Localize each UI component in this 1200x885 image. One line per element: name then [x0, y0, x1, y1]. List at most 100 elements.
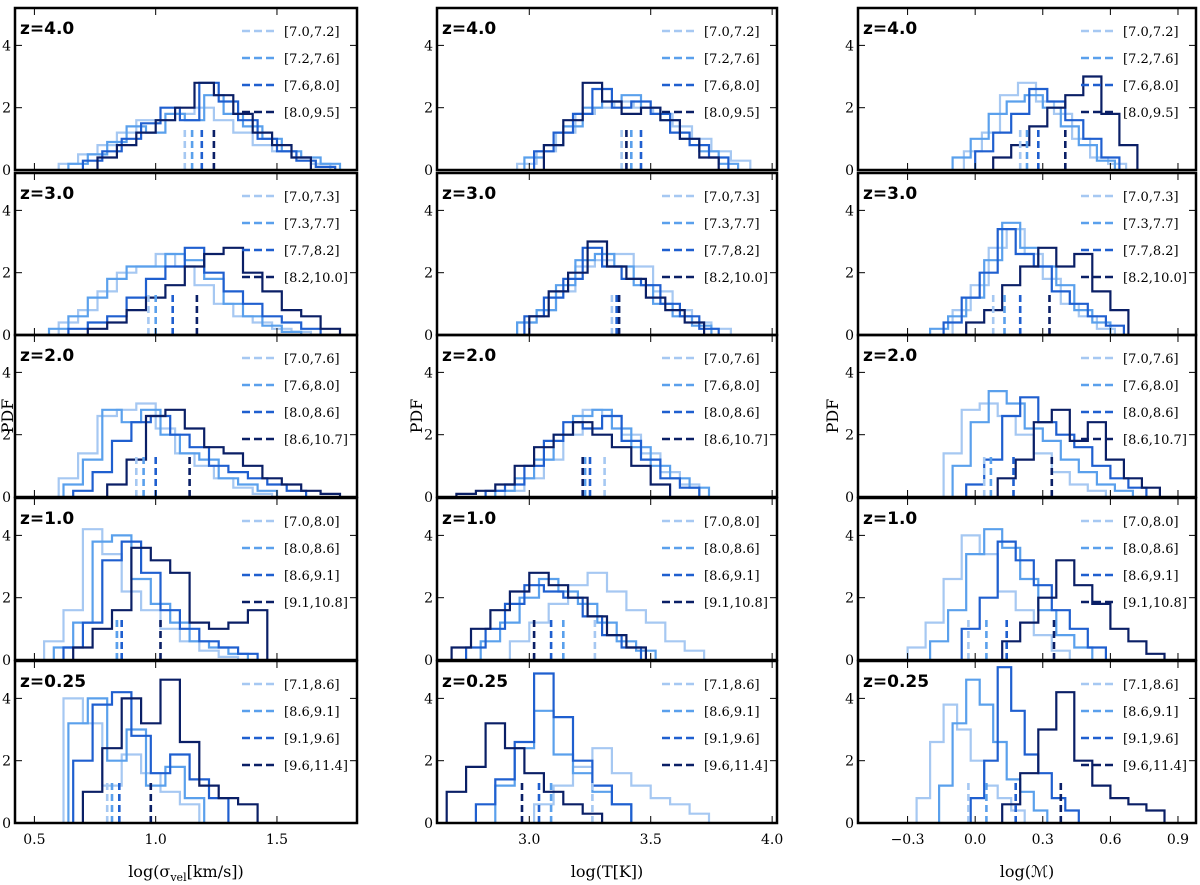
- legend-label: [7.0,7.3]: [1123, 190, 1179, 205]
- y-tick-label: 4: [2, 365, 11, 381]
- legend-label: [9.1,9.6]: [284, 732, 340, 747]
- y-axis-label: PDF: [0, 399, 17, 434]
- histogram-series-0: [942, 402, 1107, 497]
- panel-1-4: [7.1,8.6] [8.6,9.1] [9.1,9.6] [9.6,11.4] z=0…: [424, 659, 779, 832]
- y-tick-label: 2: [2, 754, 11, 770]
- histogram-series-0: [906, 534, 1071, 660]
- histogram-series-0: [43, 528, 240, 660]
- legend-label: [7.3,7.7]: [704, 217, 760, 232]
- legend-label: [8.6,10.7]: [284, 433, 348, 448]
- redshift-label: z=2.0: [442, 346, 496, 366]
- y-axis-label: PDF: [407, 399, 426, 434]
- histogram-group: [915, 666, 1166, 823]
- y-tick-label: 2: [2, 428, 11, 444]
- panel-frame: [435, 659, 779, 825]
- histogram-group: [43, 528, 269, 660]
- y-tick-label: 2: [424, 101, 433, 117]
- y-tick-label: 0: [2, 490, 11, 506]
- redshift-label: z=3.0: [442, 184, 496, 204]
- histogram-series-3: [106, 408, 342, 497]
- histogram-group: [62, 678, 259, 823]
- redshift-label: z=2.0: [20, 346, 74, 366]
- legend-label: [9.1,9.6]: [704, 732, 760, 747]
- histogram-series-2: [969, 666, 1080, 823]
- legend-label: [7.0,8.0]: [1123, 515, 1179, 530]
- x-axis-label: log(σvel[km/s]): [128, 862, 244, 884]
- histogram-series-2: [72, 691, 230, 823]
- x-axis-label: log(T[K]): [571, 862, 644, 881]
- histogram-series-3: [96, 81, 312, 170]
- legend-label: [7.0,7.2]: [1123, 25, 1179, 40]
- x-tick-label: 1.0: [145, 832, 167, 848]
- y-tick-label: 2: [424, 266, 433, 282]
- histogram-series-0: [915, 703, 1026, 823]
- histogram-series-3: [445, 722, 604, 823]
- y-tick-label: 0: [845, 816, 854, 832]
- redshift-label: z=3.0: [20, 184, 74, 204]
- redshift-label: z=0.25: [442, 672, 508, 692]
- x-tick-label: 0.6: [1099, 832, 1121, 848]
- y-tick-label: 4: [845, 691, 854, 707]
- legend-label: [8.6,9.1]: [704, 569, 760, 584]
- histogram-series-1: [951, 390, 1134, 497]
- redshift-label: z=4.0: [442, 19, 496, 39]
- y-tick-label: 4: [2, 691, 11, 707]
- panel-frame: [856, 6, 1198, 172]
- histogram-series-3: [450, 571, 647, 660]
- legend-label: [7.6,8.0]: [704, 379, 760, 394]
- y-tick-label: 2: [2, 101, 11, 117]
- redshift-label: z=4.0: [20, 19, 74, 39]
- histogram-series-1: [67, 697, 206, 823]
- legend-label: [8.0,8.6]: [284, 542, 340, 557]
- histogram-series-2: [67, 246, 322, 335]
- redshift-label: z=1.0: [863, 509, 917, 529]
- redshift-label: z=0.25: [863, 672, 929, 692]
- legend-label: [7.0,7.2]: [284, 25, 340, 40]
- legend-label: [7.2,7.6]: [1123, 52, 1179, 67]
- x-tick-label: 4.0: [761, 832, 783, 848]
- legend-label: [7.6,8.0]: [284, 79, 340, 94]
- histogram-series-3: [455, 421, 672, 497]
- legend-label: [9.6,11.4]: [284, 759, 348, 774]
- y-tick-label: 2: [845, 428, 854, 444]
- histogram-series-3: [81, 678, 259, 823]
- y-tick-label: 0: [845, 490, 854, 506]
- histogram-series-0: [516, 100, 752, 170]
- panel-0-0: [7.0,7.2] [7.2,7.6] [7.6,8.0] [8.0,9.5] z=4.…: [2, 6, 359, 179]
- legend-label: [7.1,8.6]: [704, 678, 760, 693]
- y-tick-label: 0: [424, 490, 433, 506]
- legend-label: [8.2,10.0]: [284, 271, 348, 286]
- y-tick-label: 2: [2, 266, 11, 282]
- y-tick-label: 2: [424, 591, 433, 607]
- panel-0-4: [7.1,8.6] [8.6,9.1] [9.1,9.6] [9.6,11.4] z=0…: [2, 659, 359, 832]
- legend-label: [8.0,8.6]: [1123, 542, 1179, 557]
- y-tick-label: 2: [424, 754, 433, 770]
- histogram-series-2: [960, 540, 1107, 660]
- legend-label: [8.6,9.1]: [1123, 569, 1179, 584]
- y-axis-label: PDF: [823, 399, 842, 434]
- redshift-label: z=4.0: [863, 19, 917, 39]
- y-tick-label: 4: [424, 691, 433, 707]
- legend-label: [8.6,9.1]: [284, 569, 340, 584]
- histogram-series-0: [951, 228, 1116, 335]
- legend-label: [9.6,11.4]: [704, 759, 768, 774]
- legend-label: [9.1,10.8]: [704, 596, 768, 611]
- y-tick-label: 2: [845, 101, 854, 117]
- histogram-series-2: [474, 672, 633, 823]
- x-tick-label: 0.9: [1167, 832, 1189, 848]
- y-tick-label: 2: [2, 591, 11, 607]
- histogram-series-1: [929, 528, 1094, 660]
- legend-label: [7.0,7.3]: [284, 190, 340, 205]
- histogram-series-0: [533, 747, 711, 823]
- legend-label: [7.0,7.6]: [704, 352, 760, 367]
- y-tick-label: 2: [845, 754, 854, 770]
- y-tick-label: 4: [2, 528, 11, 544]
- legend-label: [7.7,8.2]: [704, 244, 760, 259]
- redshift-label: z=2.0: [863, 346, 917, 366]
- histogram-series-3: [528, 240, 706, 335]
- legend-label: [7.3,7.7]: [1123, 217, 1179, 232]
- panel-1-2: [7.0,7.6] [7.6,8.0] [8.0,8.6] [8.6,10.7] z=2…: [424, 333, 779, 506]
- legend-label: [7.0,8.0]: [284, 515, 340, 530]
- legend-label: [8.6,9.1]: [704, 705, 760, 720]
- histogram-group: [951, 75, 1139, 170]
